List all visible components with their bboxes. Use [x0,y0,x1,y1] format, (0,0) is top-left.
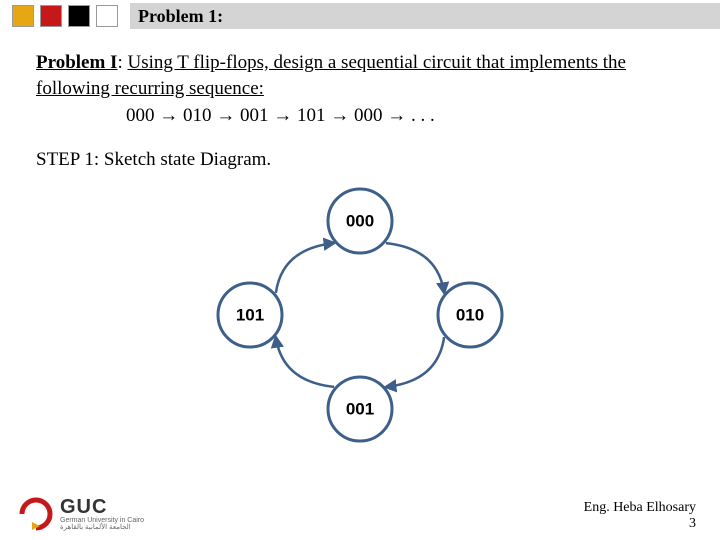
content-area: Problem I: Using T flip-flops, design a … [0,32,720,455]
slide-number: 3 [584,516,696,532]
slide-title: Problem 1: [130,3,720,29]
state-diagram-container: 000 010 001 101 [36,175,684,455]
logo-sub1: German University in Cairo [60,517,144,524]
credit: Eng. Heba Elhosary 3 [584,500,696,532]
state-edge [386,337,444,387]
accent-squares [0,5,130,27]
state-node: 000 [328,189,392,253]
state-node-label: 001 [346,400,374,419]
credit-name: Eng. Heba Elhosary [584,500,696,516]
problem-lead: : [117,52,127,73]
logo-main: GUC [60,497,144,517]
problem-statement: Problem I: Using T flip-flops, design a … [36,50,684,101]
logo: GUC German University in Cairo الجامعة ا… [18,496,144,532]
state-node-label: 000 [346,212,374,231]
accent-square [12,5,34,27]
accent-square [96,5,118,27]
sequence-text: 000 → 010 → 001 → 101 → 000 → . . . [36,101,684,127]
logo-mark-icon [18,496,54,532]
problem-label: Problem I [36,52,117,73]
logo-sub2: الجامعة الألمانية بالقاهرة [60,524,144,531]
header-row: Problem 1: [0,0,720,32]
accent-square [40,5,62,27]
state-node: 101 [218,283,282,347]
state-diagram: 000 010 001 101 [180,175,540,455]
state-edge [276,337,334,387]
step-label: STEP 1: Sketch state Diagram. [36,127,684,171]
footer: GUC German University in Cairo الجامعة ا… [0,496,720,532]
state-node-label: 101 [236,306,264,325]
accent-square [68,5,90,27]
state-node: 010 [438,283,502,347]
logo-text: GUC German University in Cairo الجامعة ا… [60,497,144,531]
state-node-label: 010 [456,306,484,325]
state-node: 001 [328,377,392,441]
state-edge [276,243,334,293]
state-edge [386,243,444,293]
